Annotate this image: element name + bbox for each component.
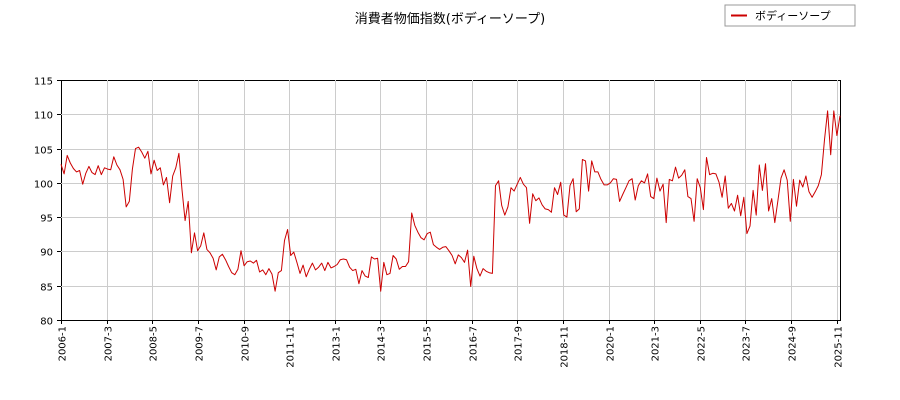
x-tick-label: 2010-9 <box>241 326 252 361</box>
x-tick-label: 2009-7 <box>195 326 206 361</box>
legend-box <box>724 4 856 27</box>
y-tick-label: 80 <box>40 317 53 328</box>
x-tick-label: 2017-9 <box>514 326 525 361</box>
x-tick-label: 2014-3 <box>377 326 388 361</box>
legend: ボディーソープ <box>724 4 856 27</box>
x-tick-label: 2022-5 <box>697 326 708 361</box>
y-tick-label: 90 <box>40 248 53 259</box>
y-tick-label: 85 <box>40 283 53 294</box>
y-tick-label: 110 <box>34 111 53 122</box>
x-tick-label: 2021-3 <box>651 326 662 361</box>
x-tick-label: 2024-9 <box>788 326 799 361</box>
grid-lines <box>61 80 840 320</box>
y-tick-label: 115 <box>34 77 53 88</box>
plot-frame <box>61 80 841 321</box>
y-tick-label: 100 <box>34 180 53 191</box>
x-tick-label: 2013-1 <box>332 326 343 361</box>
y-tick-label: 105 <box>34 146 53 157</box>
series-line <box>60 110 841 292</box>
x-tick-label: 2008-5 <box>149 326 160 361</box>
x-tick-label: 2016-7 <box>469 326 480 361</box>
x-tick-label: 2015-5 <box>423 326 434 361</box>
x-tick-label: 2020-1 <box>606 326 617 361</box>
y-tick-label: 95 <box>40 214 53 225</box>
x-tick-label: 2018-11 <box>560 326 571 368</box>
axes: 80 85 90 95 100 105 110 115 2006-1 2007-3 2008-5 20… <box>34 77 845 368</box>
legend-label: ボディーソープ <box>755 9 831 23</box>
series-layer <box>60 110 841 292</box>
x-tick-label: 2006-1 <box>58 326 69 361</box>
x-tick-label: 2011-11 <box>286 326 297 368</box>
x-tick-label: 2025-11 <box>834 326 845 368</box>
chart-title: 消費者物価指数(ボディーソープ) <box>355 11 545 27</box>
x-tick-label: 2007-3 <box>104 326 115 361</box>
x-tick-label: 2023-7 <box>742 326 753 361</box>
